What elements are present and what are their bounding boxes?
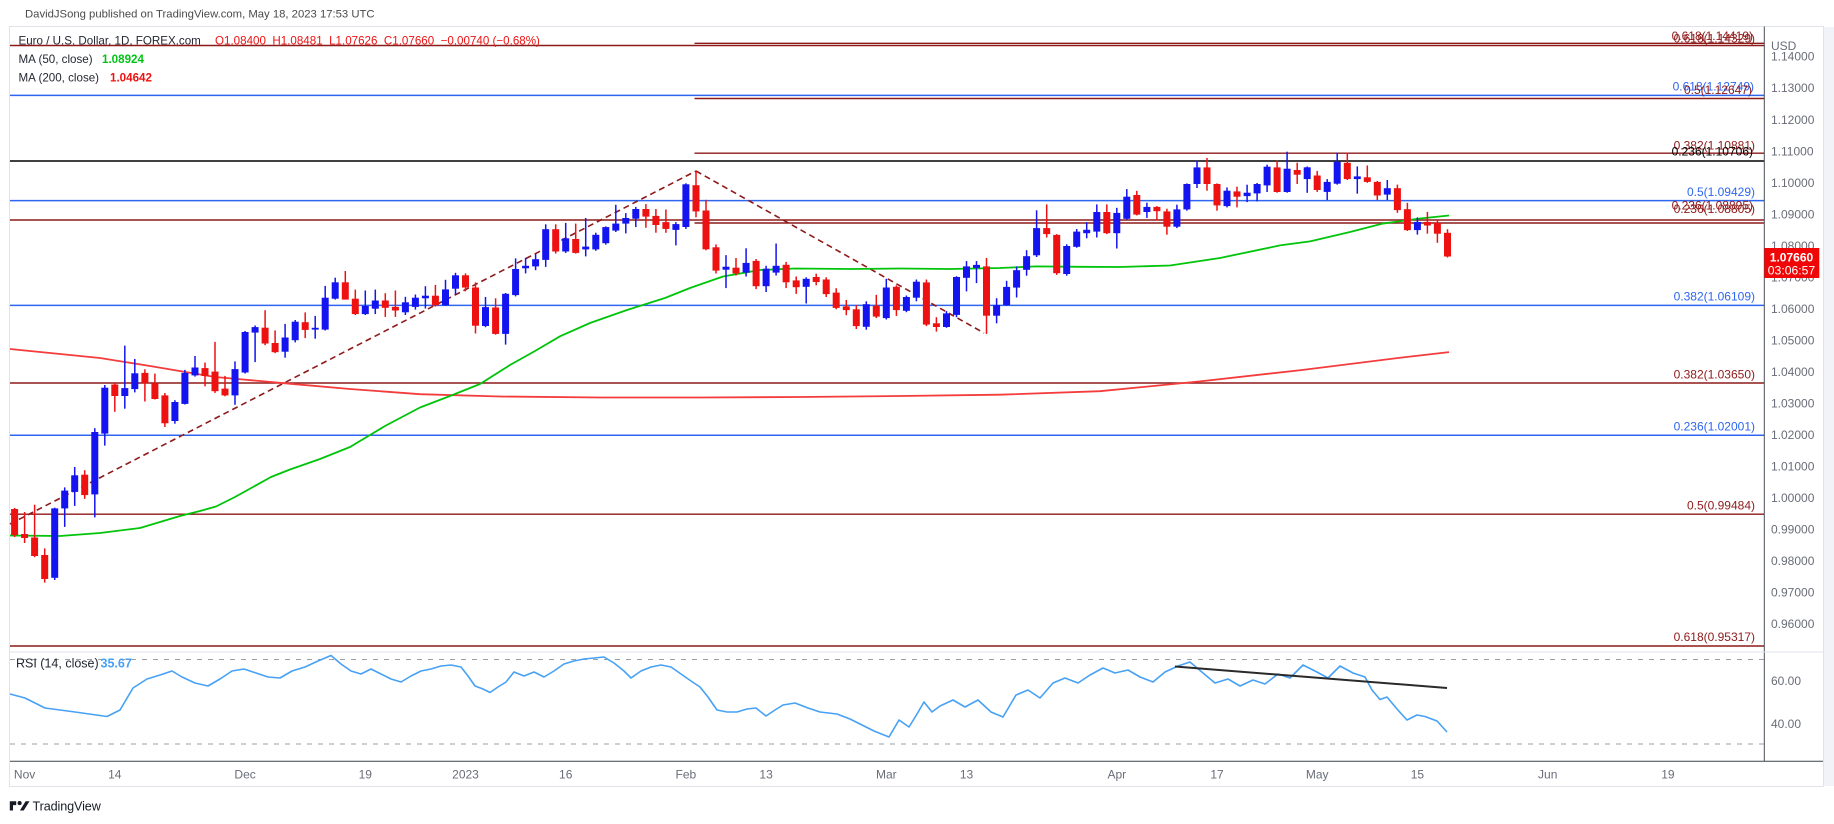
svg-text:RSI (14, close): RSI (14, close) xyxy=(16,657,99,671)
svg-text:Dec: Dec xyxy=(234,767,255,781)
svg-text:35.67: 35.67 xyxy=(101,657,132,671)
svg-text:0.236(1.10706): 0.236(1.10706) xyxy=(1672,144,1753,158)
svg-text:1.07660: 1.07660 xyxy=(1770,251,1814,265)
svg-text:0.98000: 0.98000 xyxy=(1771,554,1815,568)
svg-text:0.382(1.03650): 0.382(1.03650) xyxy=(1674,367,1755,381)
svg-text:14: 14 xyxy=(108,767,122,781)
svg-text:0.5(1.12647): 0.5(1.12647) xyxy=(1684,83,1752,97)
svg-text:16: 16 xyxy=(559,767,573,781)
svg-text:19: 19 xyxy=(1661,767,1675,781)
svg-text:15: 15 xyxy=(1411,767,1425,781)
svg-text:0.99000: 0.99000 xyxy=(1771,523,1815,537)
svg-text:0.618(1.12749): 0.618(1.12749) xyxy=(1673,79,1754,93)
svg-text:1.11000: 1.11000 xyxy=(1771,144,1814,158)
svg-text:1.05000: 1.05000 xyxy=(1771,334,1815,348)
svg-text:1.13000: 1.13000 xyxy=(1771,81,1815,95)
svg-text:0.382(1.10881): 0.382(1.10881) xyxy=(1674,139,1755,153)
svg-text:1.04000: 1.04000 xyxy=(1771,365,1815,379)
svg-text:May: May xyxy=(1306,767,1329,781)
svg-text:Apr: Apr xyxy=(1107,767,1126,781)
svg-text:1.14000: 1.14000 xyxy=(1771,50,1815,64)
svg-text:O1.08400 H1.08481 L1.07626: O1.08400 H1.08481 L1.07626 C1.07660 −0.0… xyxy=(215,35,540,48)
svg-text:0.618(1.14329): 0.618(1.14329) xyxy=(1674,32,1755,46)
svg-text:DavidJSong published on Tradin: DavidJSong published on TradingView.com,… xyxy=(25,9,375,21)
svg-text:1.09000: 1.09000 xyxy=(1771,207,1815,221)
svg-text:Mar: Mar xyxy=(876,767,897,781)
svg-text:1.06000: 1.06000 xyxy=(1771,302,1815,316)
svg-text:03:06:57: 03:06:57 xyxy=(1768,264,1816,278)
svg-text:1.00000: 1.00000 xyxy=(1771,491,1815,505)
svg-text:MA (50, close): MA (50, close) xyxy=(19,53,93,66)
svg-text:0.236(1.08805): 0.236(1.08805) xyxy=(1674,202,1755,216)
svg-text:1.10000: 1.10000 xyxy=(1771,176,1815,190)
svg-text:19: 19 xyxy=(359,767,373,781)
svg-text:1.04642: 1.04642 xyxy=(110,72,152,85)
svg-text:Feb: Feb xyxy=(676,767,697,781)
svg-text:Nov: Nov xyxy=(14,767,35,781)
svg-text:1.12000: 1.12000 xyxy=(1771,113,1815,127)
svg-text:0.236(1.08895): 0.236(1.08895) xyxy=(1672,199,1753,213)
svg-text:1.08924: 1.08924 xyxy=(102,53,144,66)
svg-text:Euro / U.S. Dollar, 1D, FOREX.: Euro / U.S. Dollar, 1D, FOREX.com xyxy=(19,35,201,48)
svg-text:1.01000: 1.01000 xyxy=(1771,460,1815,474)
svg-text:0.618(0.95317): 0.618(0.95317) xyxy=(1674,630,1755,644)
svg-text:13: 13 xyxy=(960,767,974,781)
svg-text:0.97000: 0.97000 xyxy=(1771,586,1815,600)
svg-text:1.02000: 1.02000 xyxy=(1771,428,1815,442)
svg-text:0.96000: 0.96000 xyxy=(1771,617,1815,631)
svg-text:60.00: 60.00 xyxy=(1771,674,1801,688)
svg-text:13: 13 xyxy=(759,767,773,781)
svg-text:0.236(1.02001): 0.236(1.02001) xyxy=(1674,419,1755,433)
svg-text:MA (200, close): MA (200, close) xyxy=(19,72,100,85)
svg-text:USD: USD xyxy=(1771,39,1797,53)
svg-text:0.618(1.14419): 0.618(1.14419) xyxy=(1672,29,1753,43)
svg-text:0.5(1.09429): 0.5(1.09429) xyxy=(1687,185,1755,199)
svg-text:40.00: 40.00 xyxy=(1771,717,1801,731)
svg-text:TradingView: TradingView xyxy=(33,799,102,813)
svg-text:0.382(1.06109): 0.382(1.06109) xyxy=(1674,290,1755,304)
svg-text:17: 17 xyxy=(1210,767,1224,781)
svg-text:2023: 2023 xyxy=(452,767,479,781)
svg-text:1.03000: 1.03000 xyxy=(1771,397,1815,411)
svg-text:Jun: Jun xyxy=(1538,767,1557,781)
svg-text:0.5(0.99484): 0.5(0.99484) xyxy=(1687,498,1755,512)
